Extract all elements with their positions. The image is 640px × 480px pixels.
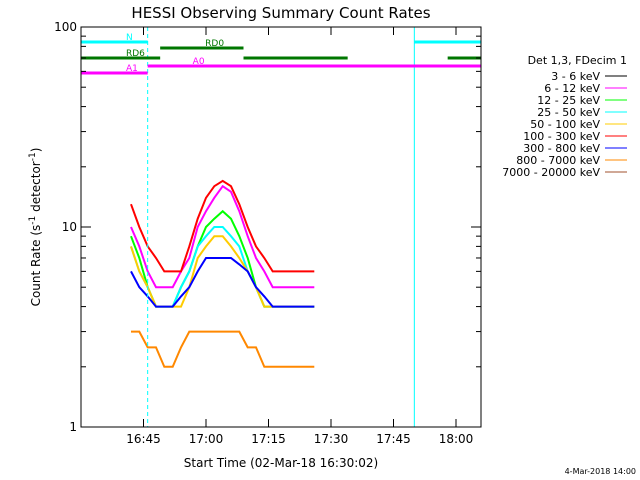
legend-label-2: 12 - 25 keV [537,94,600,107]
flag-label-0: N [126,33,133,43]
series-line-5 [130,179,315,273]
series-line-1 [130,184,315,289]
series-line-3 [130,226,315,308]
y-tick-label-1: 10 [62,220,77,234]
flags-layer: N RD0 RD6 A0 A1 [81,27,482,427]
data-layer [130,179,315,368]
flag-label-4: A1 [126,64,138,74]
legend-label-6: 300 - 800 keV [523,142,600,155]
legend-label-0: 3 - 6 keV [551,70,600,83]
flag-label-2: RD6 [126,49,145,59]
legend-label-1: 6 - 12 keV [544,82,600,95]
series-line-6 [130,257,315,308]
x-tick-label-5: 18:00 [439,432,474,446]
legend-label-8: 7000 - 20000 keV [502,166,600,179]
x-tick-label-4: 17:45 [376,432,411,446]
x-tick-label-2: 17:15 [251,432,286,446]
y-tick-label-0: 1 [69,420,77,434]
x-tick-label-3: 17:30 [314,432,349,446]
x-axis-label: Start Time (02-Mar-18 16:30:02) [184,456,378,470]
x-tick-label-0: 16:45 [126,432,161,446]
ticks-layer: 16:45 17:00 17:15 17:30 17:45 18:00 1 10 100 [54,20,481,446]
series-line-7 [131,330,315,368]
legend-label-3: 25 - 50 keV [537,106,600,119]
y-tick-label-2: 100 [54,20,77,34]
y-axis-label: Count Rate (s-1 detector-1) [28,148,43,307]
legend-label-7: 800 - 7000 keV [516,154,600,167]
flag-label-3: A0 [193,57,205,67]
legend-label-5: 100 - 300 keV [523,130,600,143]
flag-label-1: RD0 [205,39,224,49]
legend-label-4: 50 - 100 keV [530,118,600,131]
legend-title: Det 1,3, FDecim 1 [528,54,627,67]
timestamp: 4-Mar-2018 14:00 [565,467,636,476]
x-tick-label-1: 17:00 [189,432,224,446]
chart-title: HESSI Observing Summary Count Rates [131,4,430,22]
